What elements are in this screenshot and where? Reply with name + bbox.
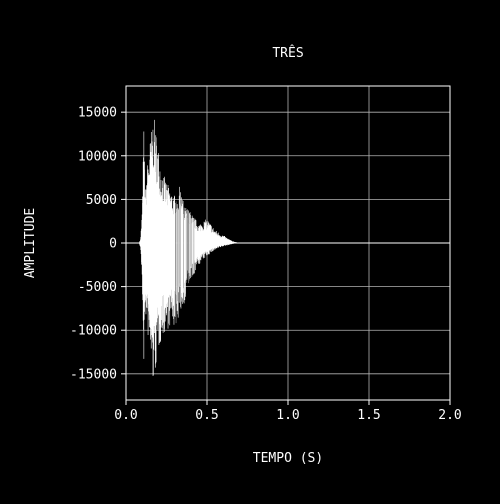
axes — [121, 85, 451, 405]
x-axis-label: TEMPO (S) — [253, 451, 323, 466]
y-tick-label: 0 — [109, 237, 117, 252]
y-tick-label: 5000 — [86, 193, 117, 208]
x-tick-label: 2.0 — [438, 408, 461, 423]
x-tick-label: 1.0 — [276, 408, 299, 423]
x-tick-label: 1.5 — [357, 408, 380, 423]
y-tick-label: -10000 — [70, 324, 117, 339]
chart-title: TRÊS — [272, 45, 303, 61]
waveform-line-shade — [175, 200, 195, 324]
y-tick-label: 15000 — [78, 106, 117, 121]
waveform-line — [139, 119, 240, 376]
y-tick-label: 10000 — [78, 149, 117, 164]
y-tick-label: -15000 — [70, 367, 117, 382]
y-tick-label: -5000 — [78, 280, 117, 295]
y-axis-label: AMPLITUDE — [23, 208, 38, 278]
tick-labels: 0.0 0.5 1.0 1.5 2.0 15000 10000 5000 0 -5000 -1000… — [70, 106, 462, 423]
waveform-series — [126, 119, 450, 376]
x-tick-label: 0.5 — [195, 408, 218, 423]
x-tick-label: 0.0 — [114, 408, 137, 423]
